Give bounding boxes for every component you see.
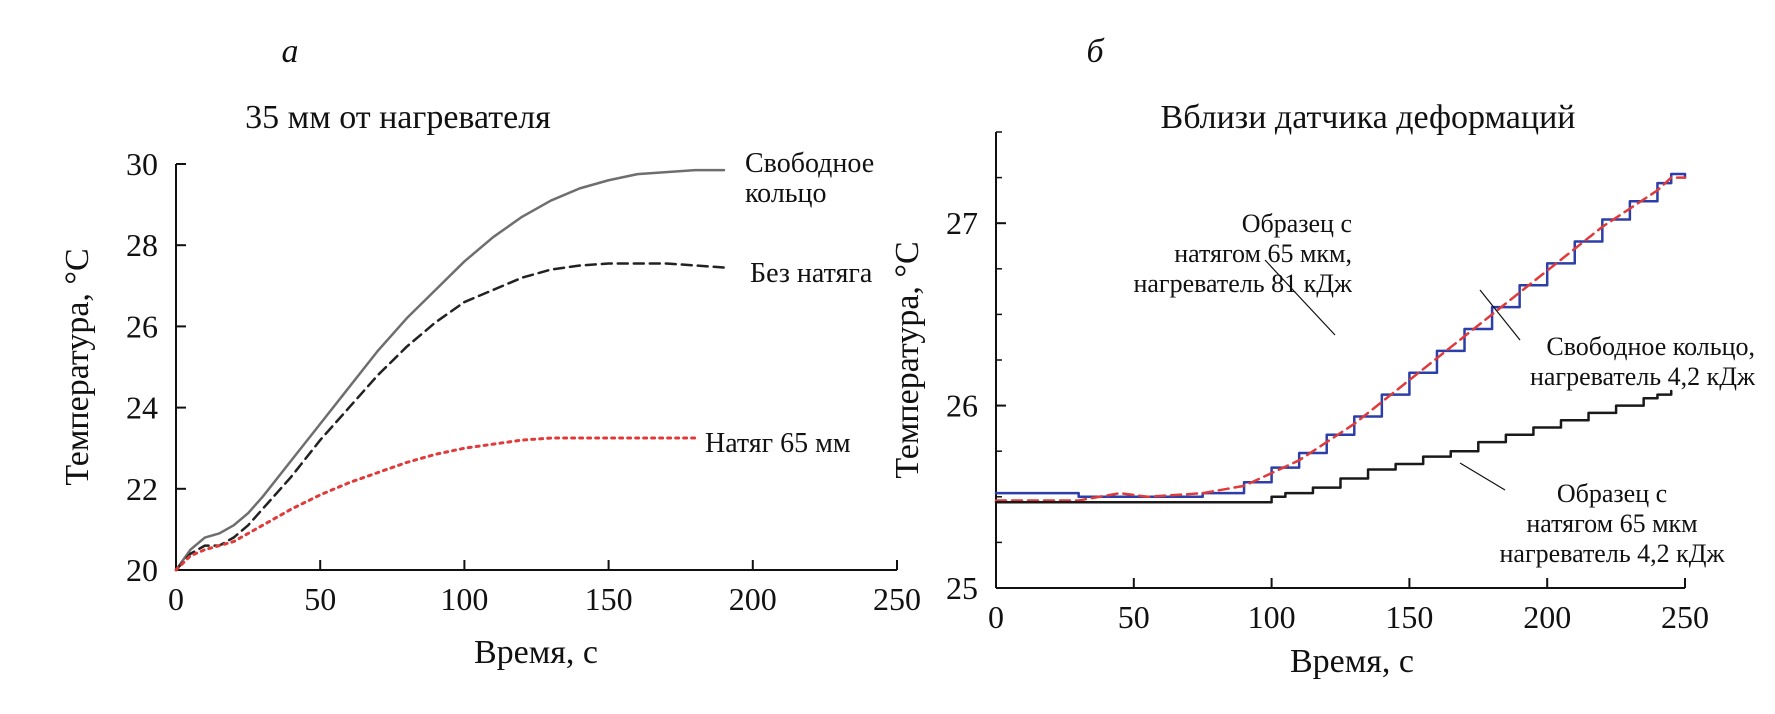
chart-panel-a: а 35 мм от нагревателя 0 50 100 150 200 250 20… (59, 33, 921, 671)
panel-b-series-line-3 (994, 389, 1673, 504)
panel-a-series (174, 168, 726, 572)
panel-a-y-tick-label: 24 (126, 390, 158, 426)
panel-a-x-tick-label: 50 (304, 581, 336, 617)
panel-b-x-tick-label: 250 (1661, 599, 1709, 635)
panel-a-y-tick-label: 20 (126, 552, 158, 588)
panel-b-x-tick-label: 200 (1523, 599, 1571, 635)
panel-b-leader-line-2 (1479, 289, 1521, 341)
panel-b-series-label-2: Свободное кольцо, нагреватель 4,2 кДж (1530, 332, 1756, 391)
panel-a-y-tick-label: 26 (126, 308, 158, 344)
panel-a-ticks: 0 50 100 150 200 250 20 22 24 26 28 30 (126, 146, 921, 617)
panel-b-x-tick-label: 50 (1118, 599, 1150, 635)
panel-a-series-label-3: Натяг 65 мм (705, 428, 851, 459)
panel-a-series-label-2: Без натяга (750, 258, 873, 289)
panel-a-x-tick-label: 250 (873, 581, 921, 617)
panel-b-x-tick-label: 0 (988, 599, 1004, 635)
panel-a-y-axis-label: Температура, °С (59, 248, 96, 485)
panel-a-series-line-1 (174, 168, 726, 572)
panel-b-series (994, 172, 1687, 504)
panel-b-y-axis-label: Температура, °С (889, 241, 926, 478)
panel-b-series-line-2 (994, 176, 1687, 502)
panel-b-y-tick-label: 25 (946, 570, 978, 606)
panel-b-y-tick-label: 27 (946, 205, 978, 241)
panel-a-y-tick-label: 22 (126, 471, 158, 507)
panel-a-x-tick-label: 150 (585, 581, 633, 617)
panel-a-y-tick-label: 30 (126, 146, 158, 182)
panel-a-title: 35 мм от нагревателя (245, 99, 551, 136)
panel-b-x-tick-label: 150 (1385, 599, 1433, 635)
panel-b-ticks: 0 50 100 150 200 250 25 26 27 (946, 131, 1709, 635)
panel-b-leader-line-3 (1459, 462, 1506, 491)
panel-a-series-line-3 (174, 436, 697, 572)
panel-b-series-label-1: Образец с натягом 65 мкм, нагреватель 81 к… (1133, 209, 1353, 298)
panel-b-x-axis-label: Время, с (1290, 643, 1414, 680)
panel-b-leader-line-1 (1264, 259, 1336, 336)
panel-b-series-label-3: Образец с натягом 65 мкм нагреватель 4,2 к… (1499, 479, 1725, 568)
panel-a-x-tick-label: 100 (440, 581, 488, 617)
panel-a-series-label-1: Свободное кольцо (745, 148, 874, 209)
panel-a-x-axis-label: Время, с (474, 634, 598, 671)
panel-b-title: Вблизи датчика деформаций (1161, 99, 1576, 136)
panel-b-series-line-1 (994, 172, 1687, 499)
panel-b-letter: б (1086, 33, 1105, 70)
panel-b-series-labels: Образец с натягом 65 мкм, нагреватель 81 к… (1133, 209, 1756, 568)
panel-a-series-line-2 (174, 262, 726, 572)
panel-b-x-tick-label: 100 (1248, 599, 1296, 635)
panel-a-y-tick-label: 28 (126, 227, 158, 263)
panel-b-y-tick-label: 26 (946, 388, 978, 424)
panel-a-letter: а (282, 33, 299, 70)
panel-a-series-labels: Свободное кольцо Без натяга Натяг 65 мм (705, 148, 874, 459)
panel-a-x-tick-label: 0 (168, 581, 184, 617)
chart-panel-b: б Вблизи датчика деформаций 0 50 100 150 200… (889, 33, 1756, 680)
panel-a-x-tick-label: 200 (729, 581, 777, 617)
